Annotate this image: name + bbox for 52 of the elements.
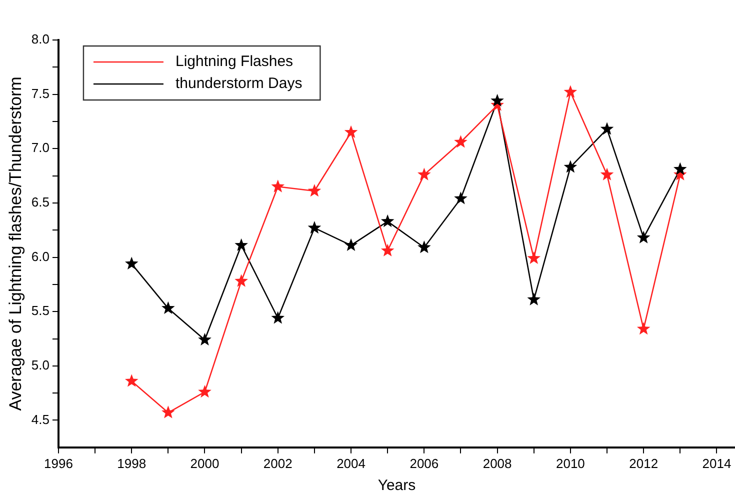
point	[636, 230, 650, 244]
point	[234, 238, 248, 251]
y-tick-label: 5.0	[31, 358, 50, 372]
point	[344, 125, 358, 138]
point	[454, 192, 468, 204]
point	[234, 274, 248, 287]
point	[527, 292, 541, 306]
x-tick-label: 2006	[410, 456, 439, 471]
x-tick-label: 1998	[117, 456, 146, 471]
point	[636, 322, 650, 335]
point	[124, 374, 138, 387]
point	[271, 311, 285, 324]
point	[380, 244, 394, 256]
point	[162, 406, 175, 418]
y-tick-label: 6.0	[31, 248, 50, 264]
point	[380, 214, 394, 228]
point	[600, 168, 614, 180]
y-tick-label: 6.5	[31, 194, 50, 210]
x-tick-label: 2002	[263, 456, 292, 471]
x-tick-label: 2010	[556, 456, 585, 471]
y-tick-label: 7.0	[31, 140, 50, 156]
point	[418, 168, 431, 180]
point	[162, 301, 175, 314]
y-tick-label: 8.0	[31, 32, 50, 47]
point	[564, 160, 578, 173]
point	[564, 85, 578, 98]
point	[673, 162, 687, 175]
point	[490, 94, 504, 106]
legend-label: thunderstorm Days	[175, 75, 302, 92]
x-tick-label: 2004	[336, 456, 366, 471]
y-axis-title: Averagae of Lightning flashes/Thunderstorm	[6, 76, 25, 411]
y-tick-label: 5.5	[31, 303, 50, 318]
point	[271, 180, 285, 192]
point	[418, 240, 431, 254]
point	[344, 238, 358, 251]
x-tick-label: 1996	[44, 456, 73, 471]
point	[308, 220, 322, 234]
x-tick-label: 2014	[702, 456, 732, 471]
point	[454, 135, 468, 148]
point	[124, 256, 138, 270]
point	[527, 251, 541, 264]
x-tick-label: 2000	[190, 456, 220, 471]
point	[308, 184, 322, 197]
point	[198, 384, 212, 398]
point	[198, 332, 212, 346]
x-axis-title: Years	[378, 477, 416, 494]
x-tick-label: 2008	[482, 456, 512, 471]
legend-label: Lightning Flashes	[175, 53, 294, 70]
y-tick-label: 4.5	[31, 412, 50, 427]
y-tick-label: 7.5	[31, 86, 50, 101]
x-tick-label: 2012	[629, 456, 658, 471]
point	[600, 122, 614, 135]
